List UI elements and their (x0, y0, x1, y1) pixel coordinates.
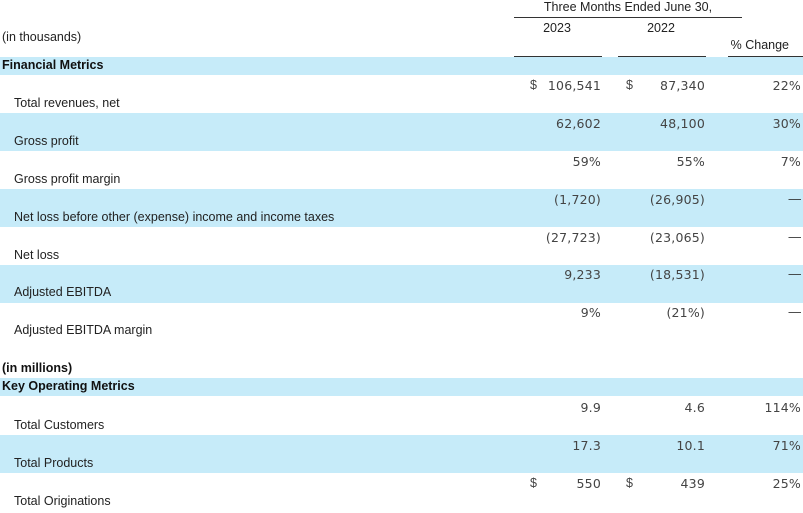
change-value: 22% (772, 78, 801, 93)
row-label: Total Products (14, 456, 94, 470)
currency-2022: $ (626, 78, 633, 92)
row-band (0, 435, 803, 473)
year-2022-header: 2022 (647, 21, 675, 35)
value-2022: (23,065) (649, 230, 705, 245)
operating-section-title: Key Operating Metrics (2, 379, 135, 393)
year-2023-rule (514, 56, 602, 57)
change-value: 71% (772, 438, 801, 453)
currency-2023: $ (530, 476, 537, 490)
currency-2022: $ (626, 476, 633, 490)
change-value: 25% (772, 476, 801, 491)
value-2022: 4.6 (684, 400, 705, 415)
row-label: Adjusted EBITDA margin (14, 323, 153, 337)
currency-2023: $ (530, 78, 537, 92)
value-2023: 59% (572, 154, 601, 169)
row-label: Gross profit (14, 134, 79, 148)
value-2022: (18,531) (649, 267, 705, 282)
change-value: — (788, 230, 802, 244)
value-2023: 9% (580, 305, 601, 320)
change-value: — (788, 305, 802, 319)
financial-section-title: Financial Metrics (2, 58, 104, 72)
change-value: 7% (780, 154, 801, 169)
period-rule (514, 17, 742, 18)
value-2023: 17.3 (572, 438, 601, 453)
value-2022: 55% (676, 154, 705, 169)
value-2023: (1,720) (554, 192, 601, 207)
value-2023: (27,723) (545, 230, 601, 245)
row-label: Total Originations (14, 494, 111, 508)
value-2022: (21%) (666, 305, 705, 320)
row-band (0, 265, 803, 303)
period-header: Three Months Ended June 30, (543, 0, 713, 14)
row-label: Gross profit margin (14, 172, 121, 186)
value-2022: 10.1 (676, 438, 705, 453)
change-value: 114% (764, 400, 801, 415)
change-value: — (788, 192, 802, 206)
change-header: % Change (730, 38, 789, 52)
value-2023: 62,602 (556, 116, 601, 131)
row-label: Adjusted EBITDA (14, 285, 112, 299)
value-2022: 439 (680, 476, 705, 491)
row-band (0, 113, 803, 151)
operating-section-bar (0, 378, 803, 396)
value-2023: 9.9 (580, 400, 601, 415)
row-label: Total revenues, net (14, 96, 120, 110)
value-2023: 106,541 (547, 78, 601, 93)
value-2023: 9,233 (564, 267, 601, 282)
operating-units-label: (in millions) (2, 361, 73, 375)
value-2022: 48,100 (660, 116, 705, 131)
units-label: (in thousands) (2, 30, 82, 44)
financial-section-bar (0, 57, 803, 75)
year-2023-header: 2023 (543, 21, 571, 35)
value-2023: 550 (576, 476, 601, 491)
change-rule (728, 56, 803, 57)
value-2022: (26,905) (649, 192, 705, 207)
change-value: — (788, 267, 802, 281)
value-2022: 87,340 (660, 78, 705, 93)
row-label: Total Customers (14, 418, 105, 432)
row-label: Net loss (14, 248, 60, 262)
change-value: 30% (772, 116, 801, 131)
row-band (0, 189, 803, 227)
row-label: Net loss before other (expense) income a… (14, 210, 335, 224)
year-2022-rule (618, 56, 706, 57)
